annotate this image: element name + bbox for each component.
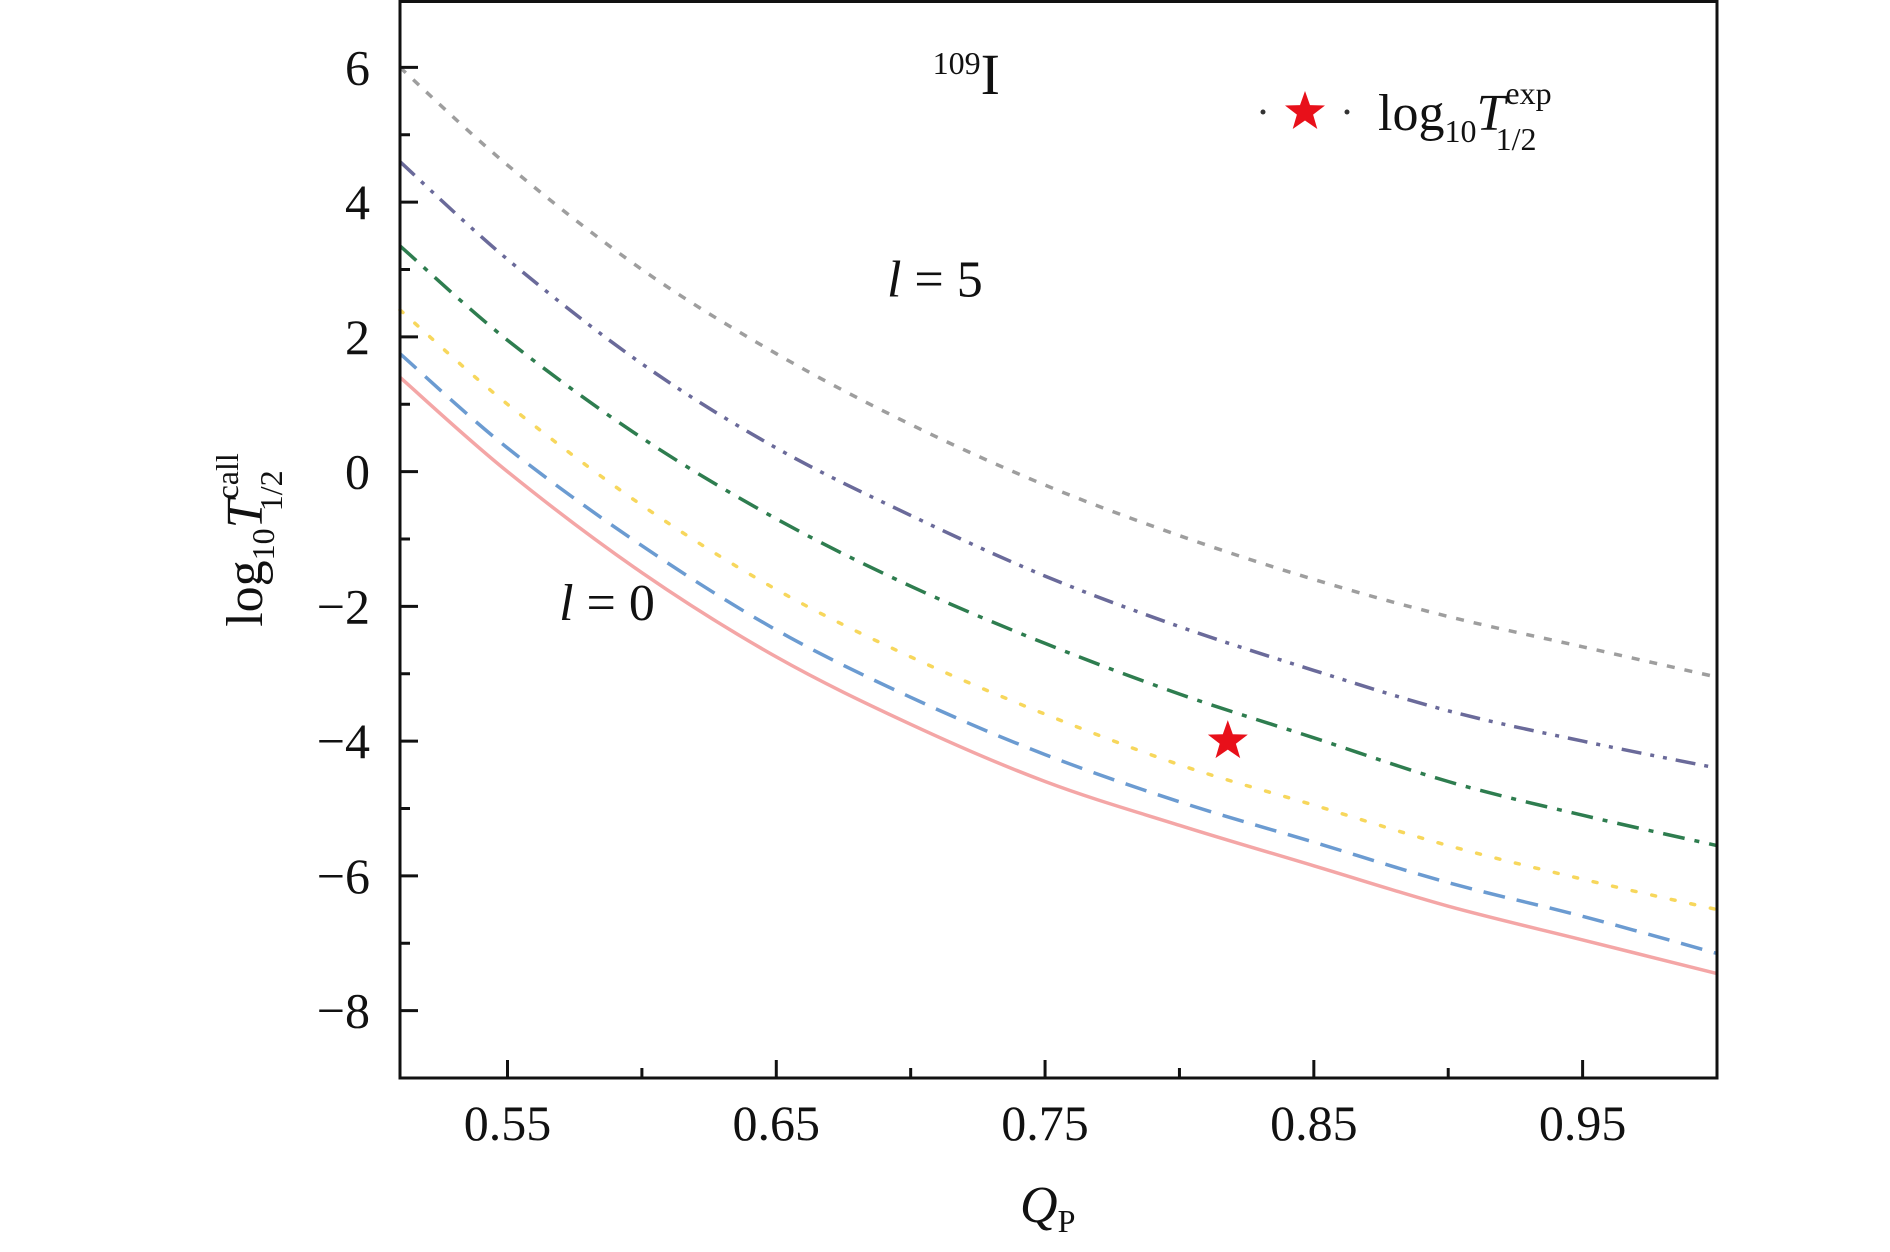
series-line-l1 xyxy=(398,352,1718,956)
y-tick-label: 6 xyxy=(345,39,370,95)
annotation-l5: l = 5 xyxy=(887,251,983,308)
x-tick-label: 0.95 xyxy=(1539,1095,1627,1151)
series-line-l0 xyxy=(398,375,1718,976)
y-tick-label: 2 xyxy=(345,309,370,365)
y-tick-label: 4 xyxy=(345,174,370,230)
x-tick-label: 0.65 xyxy=(733,1095,821,1151)
legend-text: log10Texp 1/2 xyxy=(1378,75,1552,157)
y-tick-label: −4 xyxy=(317,713,370,769)
nucleus-symbol: I xyxy=(981,42,1000,107)
legend-dot-left xyxy=(1260,109,1266,115)
y-axis-label: log10Tcall 1/2 xyxy=(209,453,289,627)
x-tick-label: 0.55 xyxy=(464,1095,552,1151)
series-line-l3 xyxy=(398,244,1718,848)
x-tick-label: 0.75 xyxy=(1001,1095,1089,1151)
nucleus-mass: 109 xyxy=(933,45,981,81)
legend-dot-right xyxy=(1344,109,1350,115)
y-tick-label: −6 xyxy=(317,848,370,904)
series-line-l4 xyxy=(398,160,1718,770)
legend: log10Texp 1/2 xyxy=(1260,75,1552,157)
legend-star-icon xyxy=(1285,91,1325,129)
nucleus-label: 109I xyxy=(933,42,1000,107)
series-line-l5 xyxy=(398,66,1718,679)
ticks-layer xyxy=(400,0,1585,1080)
x-axis-label: QP xyxy=(1020,1177,1075,1239)
x-tick-label: 0.85 xyxy=(1270,1095,1358,1151)
series-line-l2 xyxy=(398,308,1719,912)
y-tick-label: −2 xyxy=(317,578,370,634)
y-tick-label: 0 xyxy=(345,444,370,500)
tick-labels-layer: 0.55 0.65 0.75 0.85 0.95 −8 −6 −4 −2 0 2 4 6 xyxy=(317,39,1627,1151)
y-tick-label: −8 xyxy=(317,983,370,1039)
curves-layer xyxy=(398,66,1719,976)
experiment-layer xyxy=(1207,720,1248,759)
annotation-l0: l = 0 xyxy=(559,575,655,632)
experiment-point xyxy=(1207,720,1248,759)
